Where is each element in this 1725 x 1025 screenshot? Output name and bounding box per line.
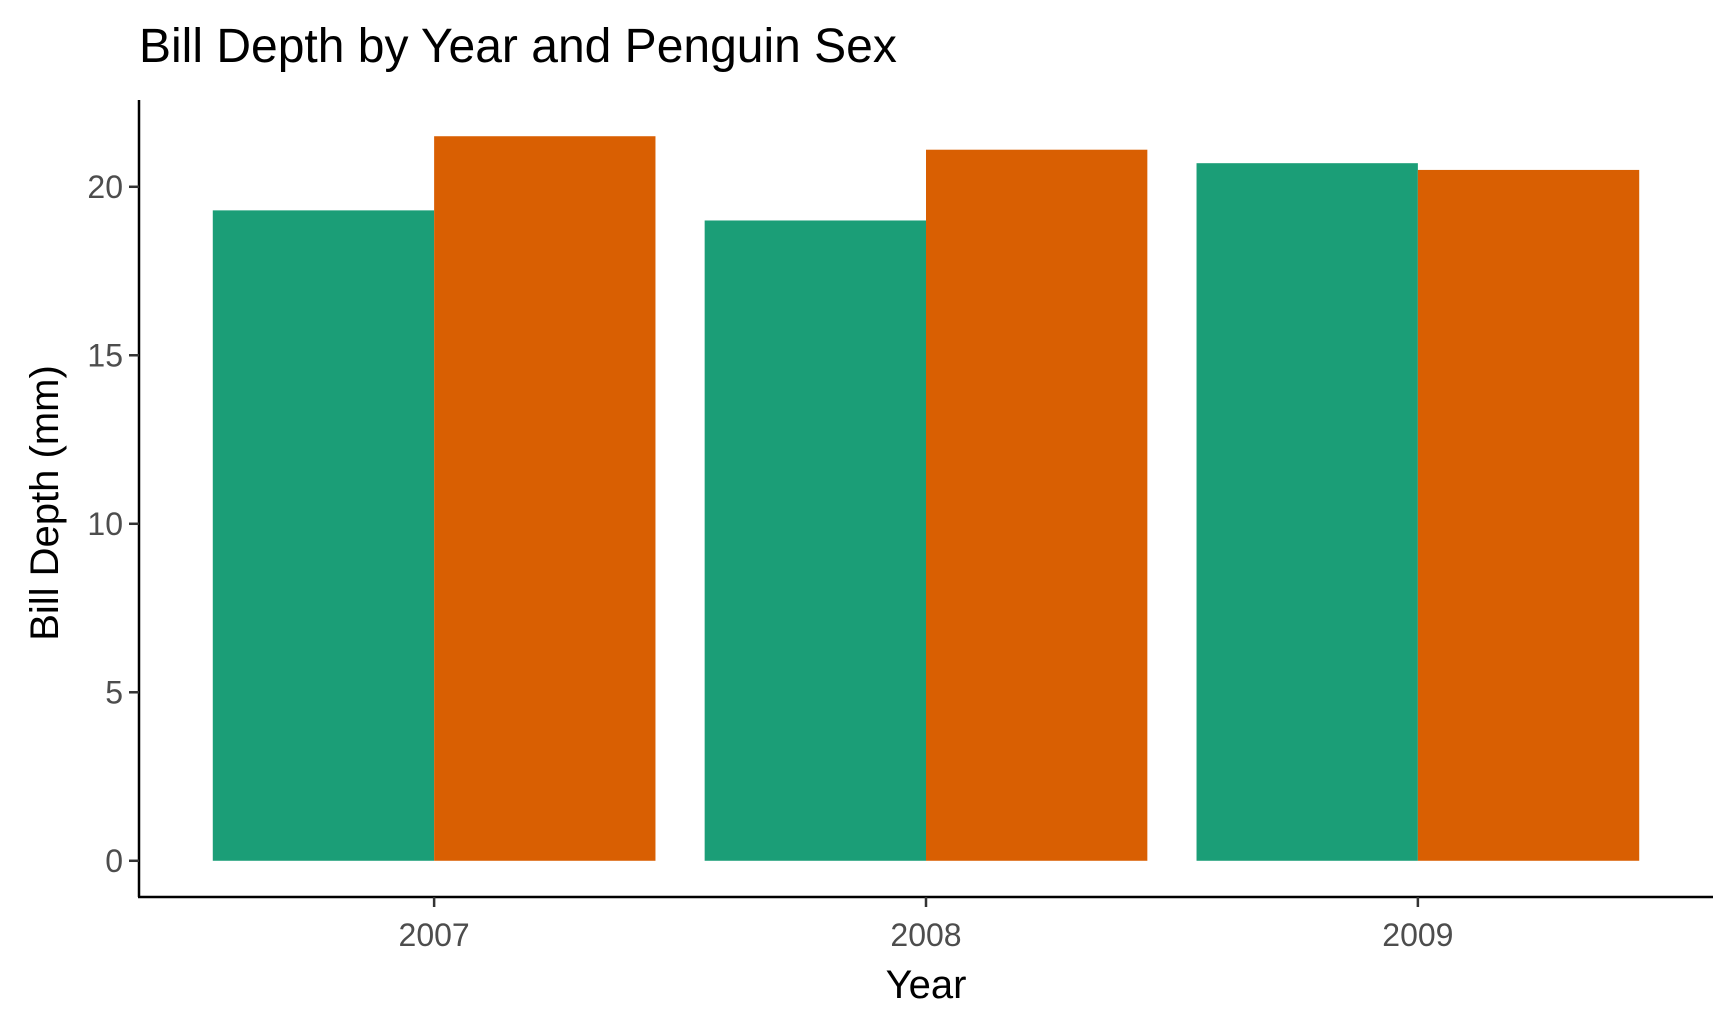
bar-2009-series-1 [1196,163,1418,861]
x-tick-label: 2007 [399,917,470,953]
y-ticks-layer: 0 5 10 15 20 [87,169,139,879]
x-ticks-layer: 2007 2008 2009 [399,897,1453,953]
y-axis-title: Bill Depth (mm) [23,365,67,641]
bar-2008-series-2 [926,149,1148,861]
bar-2007-series-2 [434,136,656,861]
bar-2008-series-1 [704,220,926,861]
bar-2009-series-2 [1417,169,1640,861]
y-tick-label: 20 [87,169,123,205]
x-tick-label: 2008 [890,917,961,953]
bars-layer [212,136,1640,861]
x-tick-label: 2009 [1382,917,1453,953]
y-tick-label: 10 [87,506,123,542]
bar-2007-series-1 [212,210,435,861]
y-tick-label: 15 [87,337,123,373]
x-axis-title: Year [886,963,967,1007]
chart-title: Bill Depth by Year and Penguin Sex [139,20,897,73]
y-tick-label: 0 [105,843,123,879]
y-tick-label: 5 [105,674,123,710]
